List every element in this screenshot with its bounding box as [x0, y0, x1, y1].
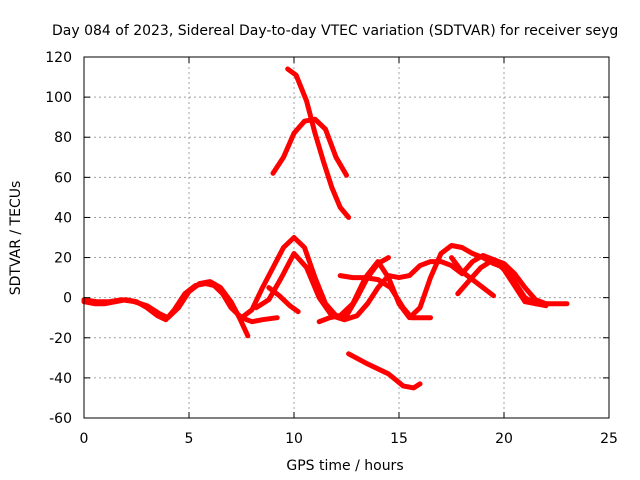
x-tick-label: 20 [495, 431, 513, 447]
y-tick-label: 40 [54, 210, 72, 226]
x-axis-label: GPS time / hours [286, 458, 403, 474]
series-track-6 [316, 243, 570, 325]
y-axis: -60 -40 -20 0 20 40 60 80 100 120 [45, 50, 609, 427]
series-track-7 [337, 273, 433, 321]
chart-title: Day 084 of 2023, Sidereal Day-to-day VTE… [52, 23, 618, 39]
series-track-10 [346, 351, 423, 391]
series-track-12 [449, 255, 496, 299]
x-tick-label: 5 [185, 431, 194, 447]
y-tick-label: 60 [54, 170, 72, 186]
x-tick-label: 0 [80, 431, 89, 447]
y-tick-label: 0 [63, 291, 72, 307]
series-layer [81, 66, 570, 391]
y-axis-label: SDTVAR / TECUs [8, 181, 24, 296]
x-axis: 0 5 10 15 20 25 [80, 57, 618, 447]
grid [84, 57, 609, 418]
y-tick-label: -40 [49, 371, 72, 387]
series-track-8 [270, 116, 349, 178]
x-tick-label: 15 [390, 431, 408, 447]
y-tick-label: -20 [49, 331, 72, 347]
x-tick-label: 10 [285, 431, 303, 447]
y-tick-label: -60 [49, 411, 72, 427]
y-tick-label: 100 [45, 90, 72, 106]
y-tick-label: 80 [54, 130, 72, 146]
series-track-2 [81, 279, 251, 339]
plot-frame [83, 56, 610, 419]
y-tick-label: 20 [54, 251, 72, 267]
series-track-5 [266, 285, 301, 315]
x-tick-label: 25 [600, 431, 618, 447]
y-tick-label: 120 [45, 50, 72, 66]
series-track-9 [285, 66, 352, 220]
